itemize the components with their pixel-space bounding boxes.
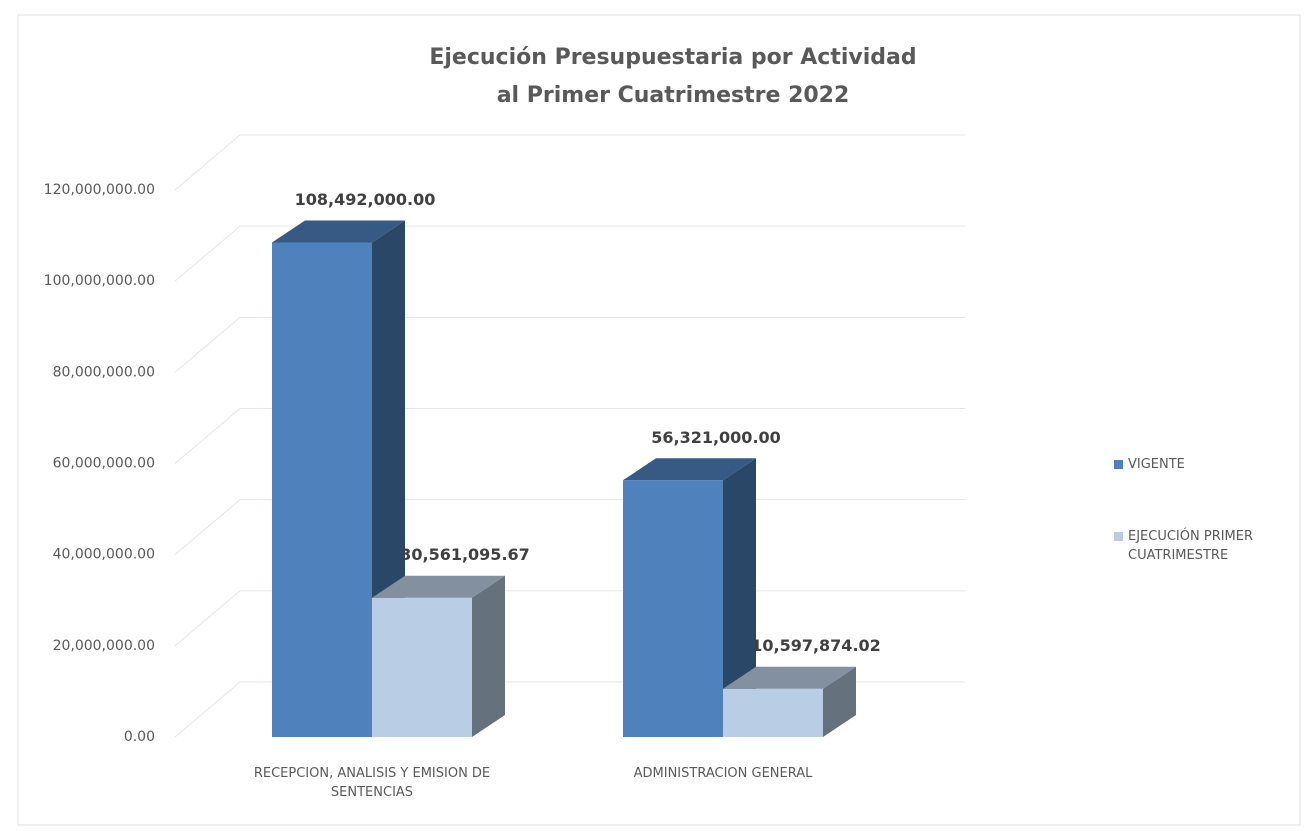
y-tick-label: 40,000,000.00 (53, 547, 155, 563)
bar (723, 688, 823, 737)
bar-top (623, 458, 756, 481)
chart-title: Ejecución Presupuestaria por Actividad (429, 45, 916, 70)
x-tick-label: RECEPCION, ANALISIS Y EMISION DE SENTENC… (253, 766, 491, 800)
bar (372, 597, 472, 737)
bar (623, 480, 723, 737)
bar-top (723, 666, 856, 689)
grid-line (174, 316, 965, 373)
legend-swatch (1114, 532, 1123, 541)
bar-side (472, 575, 505, 737)
data-label: 30,561,095.67 (400, 545, 530, 564)
y-tick-label: 100,000,000.00 (44, 273, 155, 289)
grid-line (174, 408, 965, 464)
bar (272, 242, 372, 737)
bar-top (272, 220, 405, 243)
bar-top (372, 575, 505, 598)
data-label: 108,492,000.00 (295, 190, 436, 209)
x-tick-label: ADMINISTRACION GENERAL (633, 766, 813, 781)
data-label: 10,597,874.02 (751, 636, 881, 655)
y-tick-label: 80,000,000.00 (53, 364, 155, 380)
legend-swatch (1114, 460, 1123, 469)
data-label: 56,321,000.00 (651, 428, 781, 447)
legend-label: VIGENTE (1128, 457, 1185, 472)
y-tick-label: 120,000,000.00 (44, 182, 155, 198)
y-tick-label: 0.00 (124, 729, 155, 745)
grid-line (174, 225, 965, 282)
y-tick-label: 60,000,000.00 (53, 456, 155, 472)
legend-label: EJECUCIÓN PRIMER CUATRIMESTRE (1128, 529, 1254, 563)
chart-title: al Primer Cuatrimestre 2022 (497, 83, 850, 108)
y-tick-label: 20,000,000.00 (53, 638, 155, 654)
bar-side (723, 458, 756, 737)
grid-line (174, 134, 965, 191)
bar-side (823, 666, 856, 737)
